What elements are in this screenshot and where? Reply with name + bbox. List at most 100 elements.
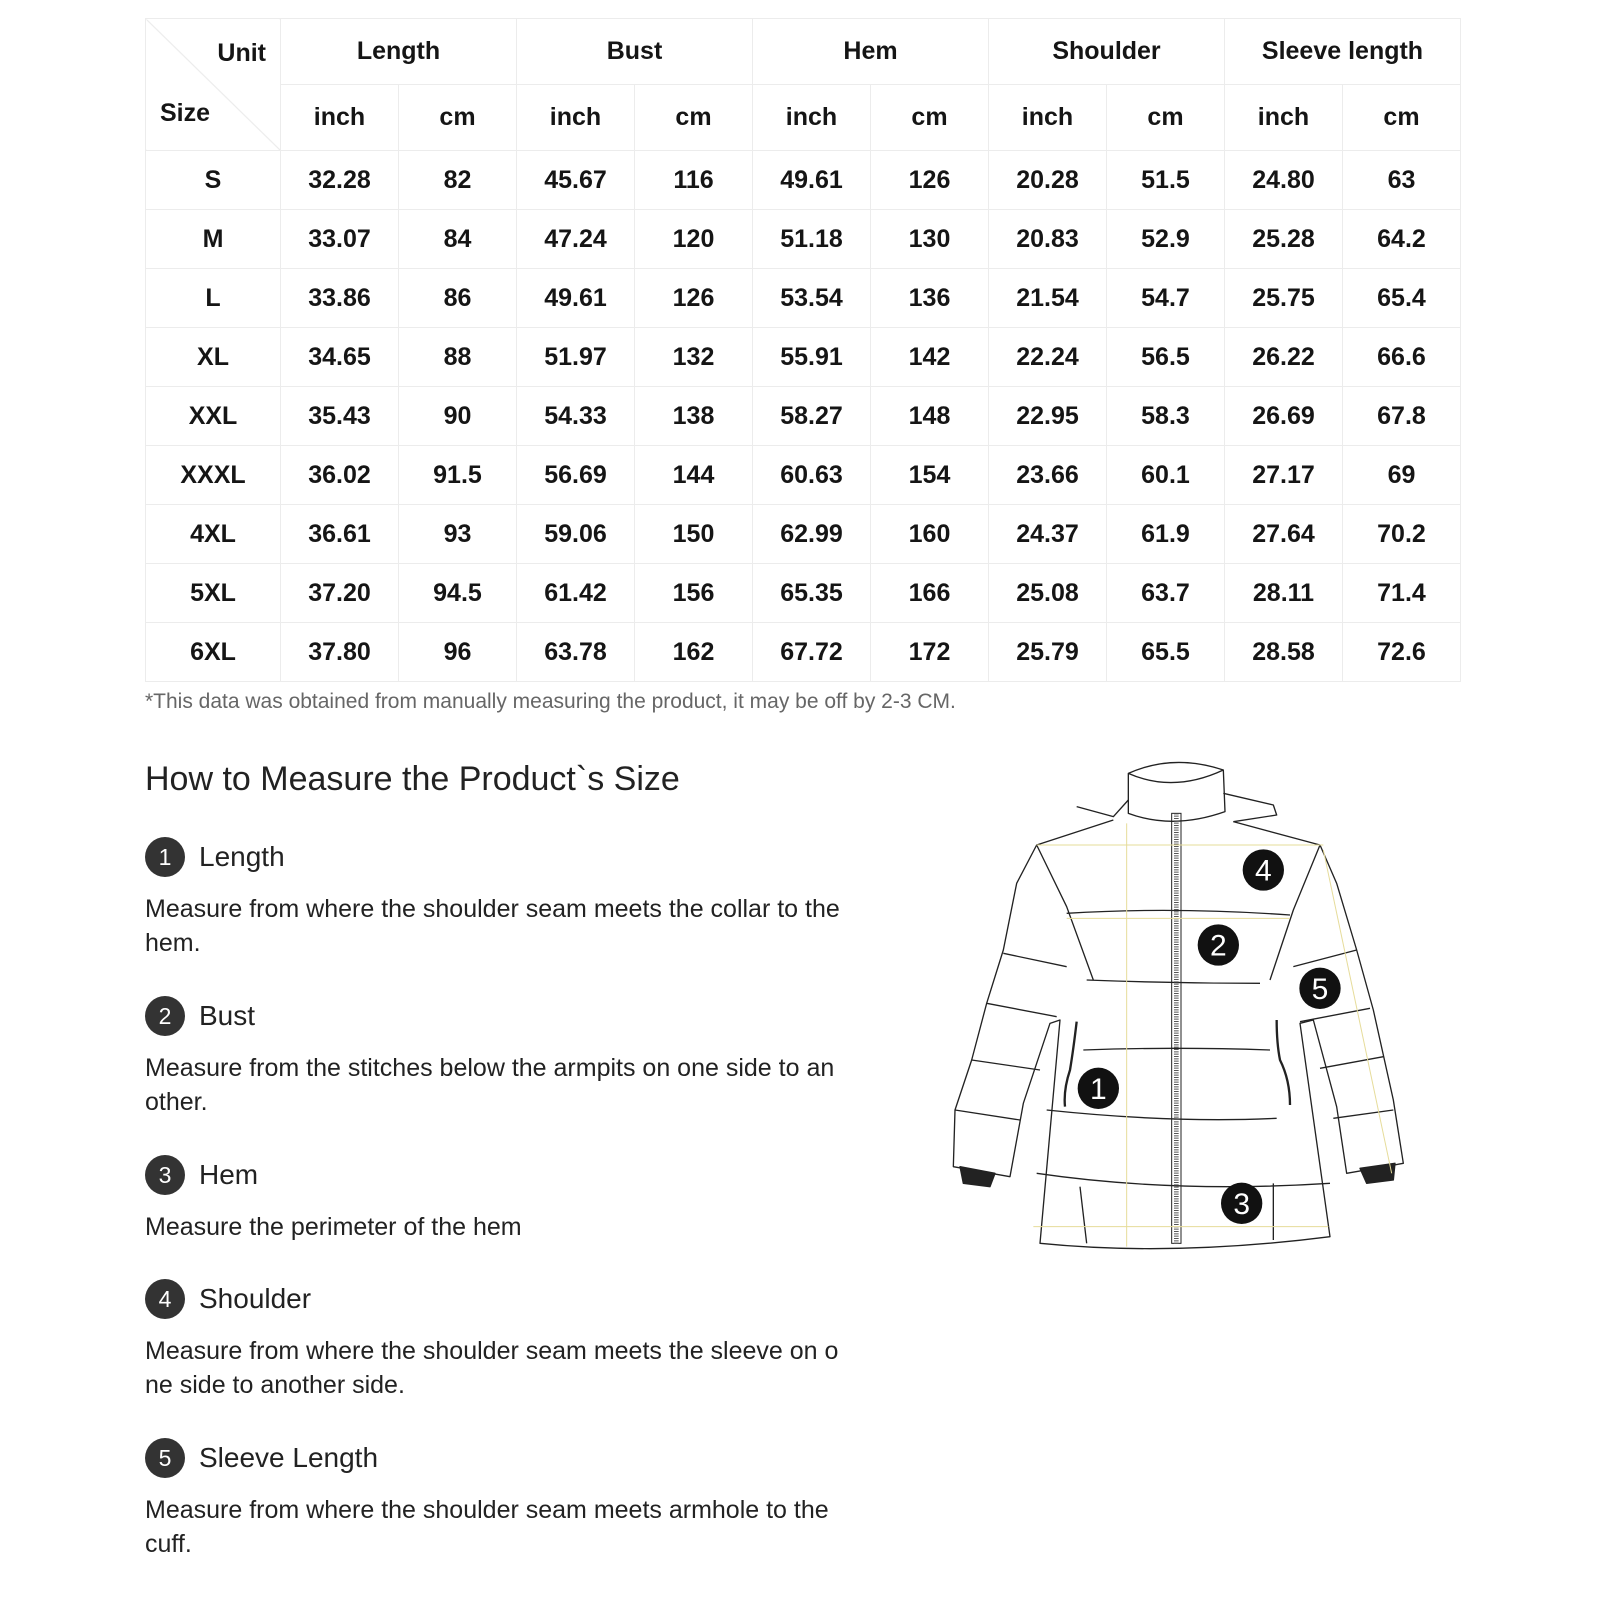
- number-badge-icon: 1: [145, 837, 185, 877]
- value-cell: 28.58: [1224, 622, 1343, 682]
- value-cell: 54.33: [516, 386, 635, 446]
- size-cell: L: [145, 268, 281, 328]
- value-cell: 53.54: [752, 268, 871, 328]
- value-cell: 148: [870, 386, 989, 446]
- value-cell: 70.2: [1342, 504, 1461, 564]
- value-cell: 156: [634, 563, 753, 623]
- table-row: 6XL 37.80 96 63.78 162 67.72 172 25.79 65.5 28.58…: [145, 622, 1461, 682]
- guide-item-title: Sleeve Length: [199, 1442, 379, 1473]
- guide-item-title: Length: [199, 841, 285, 872]
- value-cell: 86: [398, 268, 517, 328]
- guide-item-title: Hem: [199, 1159, 259, 1190]
- value-cell: 32.28: [280, 150, 399, 210]
- value-cell: 36.61: [280, 504, 399, 564]
- value-cell: 61.9: [1106, 504, 1225, 564]
- value-cell: 84: [398, 209, 517, 269]
- value-cell: 35.43: [280, 386, 399, 446]
- number-badge-icon: 5: [145, 1438, 185, 1478]
- value-cell: 34.65: [280, 327, 399, 387]
- value-cell: 142: [870, 327, 989, 387]
- value-cell: 88: [398, 327, 517, 387]
- sleeve-guide-line: [1322, 849, 1393, 1174]
- table-corner-header: Unit Size: [145, 18, 281, 151]
- column-group-header: Bust: [516, 18, 753, 85]
- size-cell: 4XL: [145, 504, 281, 564]
- value-cell: 63.78: [516, 622, 635, 682]
- value-cell: 93: [398, 504, 517, 564]
- value-cell: 25.75: [1224, 268, 1343, 328]
- jacket-measurement-illustration: 1 2 3 4 5: [952, 761, 1404, 1250]
- value-cell: 52.9: [1106, 209, 1225, 269]
- value-cell: 132: [634, 327, 753, 387]
- value-cell: 20.28: [988, 150, 1107, 210]
- marker-2-label: 2: [1210, 930, 1227, 963]
- value-cell: 51.97: [516, 327, 635, 387]
- value-cell: 37.80: [280, 622, 399, 682]
- guide-item-hem: 3 Hem Measure the perimeter of the hem: [145, 1154, 885, 1244]
- size-cell: S: [145, 150, 281, 210]
- value-cell: 49.61: [516, 268, 635, 328]
- table-row: XXL 35.43 90 54.33 138 58.27 148 22.95 58.3 26.69…: [145, 386, 1461, 446]
- value-cell: 28.11: [1224, 563, 1343, 623]
- value-cell: 66.6: [1342, 327, 1461, 387]
- value-cell: 26.69: [1224, 386, 1343, 446]
- guide-item-title: Bust: [199, 1000, 256, 1031]
- value-cell: 69: [1342, 445, 1461, 505]
- value-cell: 58.27: [752, 386, 871, 446]
- value-cell: 55.91: [752, 327, 871, 387]
- value-cell: 51.18: [752, 209, 871, 269]
- description-line: Measure from where the shoulder seam mee…: [145, 1337, 839, 1365]
- value-cell: 136: [870, 268, 989, 328]
- value-cell: 63.7: [1106, 563, 1225, 623]
- value-cell: 65.35: [752, 563, 871, 623]
- unit-label: Unit: [217, 39, 266, 67]
- guide-item-description: Measure the perimeter of the hem: [145, 1210, 885, 1244]
- size-cell: XXL: [145, 386, 281, 446]
- value-cell: 144: [634, 445, 753, 505]
- value-cell: 56.5: [1106, 327, 1225, 387]
- unit-header: inch: [752, 84, 871, 151]
- table-row: S 32.28 82 45.67 116 49.61 126 20.28 51.5 24.80 63: [145, 150, 1461, 210]
- guide-item-description: Measure from where the shoulder seam mee…: [145, 1493, 885, 1561]
- value-cell: 91.5: [398, 445, 517, 505]
- unit-header: cm: [870, 84, 989, 151]
- value-cell: 58.3: [1106, 386, 1225, 446]
- value-cell: 162: [634, 622, 753, 682]
- unit-header: cm: [1342, 84, 1461, 151]
- description-line: hem.: [145, 929, 201, 957]
- collar: [1127, 761, 1226, 822]
- description-line: Measure from where the shoulder seam mee…: [145, 895, 840, 923]
- value-cell: 63: [1342, 150, 1461, 210]
- description-line: other.: [145, 1088, 208, 1116]
- description-line: ne side to another side.: [145, 1371, 405, 1399]
- value-cell: 51.5: [1106, 150, 1225, 210]
- number-badge-icon: 4: [145, 1279, 185, 1319]
- value-cell: 90: [398, 386, 517, 446]
- guide-item-description: Measure from where the shoulder seam mee…: [145, 892, 885, 960]
- value-cell: 21.54: [988, 268, 1107, 328]
- unit-header: inch: [516, 84, 635, 151]
- value-cell: 64.2: [1342, 209, 1461, 269]
- guide-item-description: Measure from the stitches below the armp…: [145, 1051, 885, 1119]
- unit-header: inch: [280, 84, 399, 151]
- value-cell: 22.24: [988, 327, 1107, 387]
- table-row: 4XL 36.61 93 59.06 150 62.99 160 24.37 61.9 27.64…: [145, 504, 1461, 564]
- size-cell: XXXL: [145, 445, 281, 505]
- unit-header: cm: [634, 84, 753, 151]
- guide-item-bust: 2 Bust Measure from the stitches below the…: [145, 995, 885, 1119]
- value-cell: 71.4: [1342, 563, 1461, 623]
- column-group-header: Length: [280, 18, 517, 85]
- value-cell: 36.02: [280, 445, 399, 505]
- table-row: M 33.07 84 47.24 120 51.18 130 20.83 52.9 25.28 64…: [145, 209, 1461, 269]
- value-cell: 172: [870, 622, 989, 682]
- value-cell: 65.5: [1106, 622, 1225, 682]
- column-group-header: Hem: [752, 18, 989, 85]
- value-cell: 96: [398, 622, 517, 682]
- guide-item-length: 1 Length Measure from where the shoulder s…: [145, 836, 885, 960]
- number-badge-icon: 2: [145, 996, 185, 1036]
- size-cell: M: [145, 209, 281, 269]
- value-cell: 67.8: [1342, 386, 1461, 446]
- value-cell: 25.28: [1224, 209, 1343, 269]
- value-cell: 126: [870, 150, 989, 210]
- value-cell: 82: [398, 150, 517, 210]
